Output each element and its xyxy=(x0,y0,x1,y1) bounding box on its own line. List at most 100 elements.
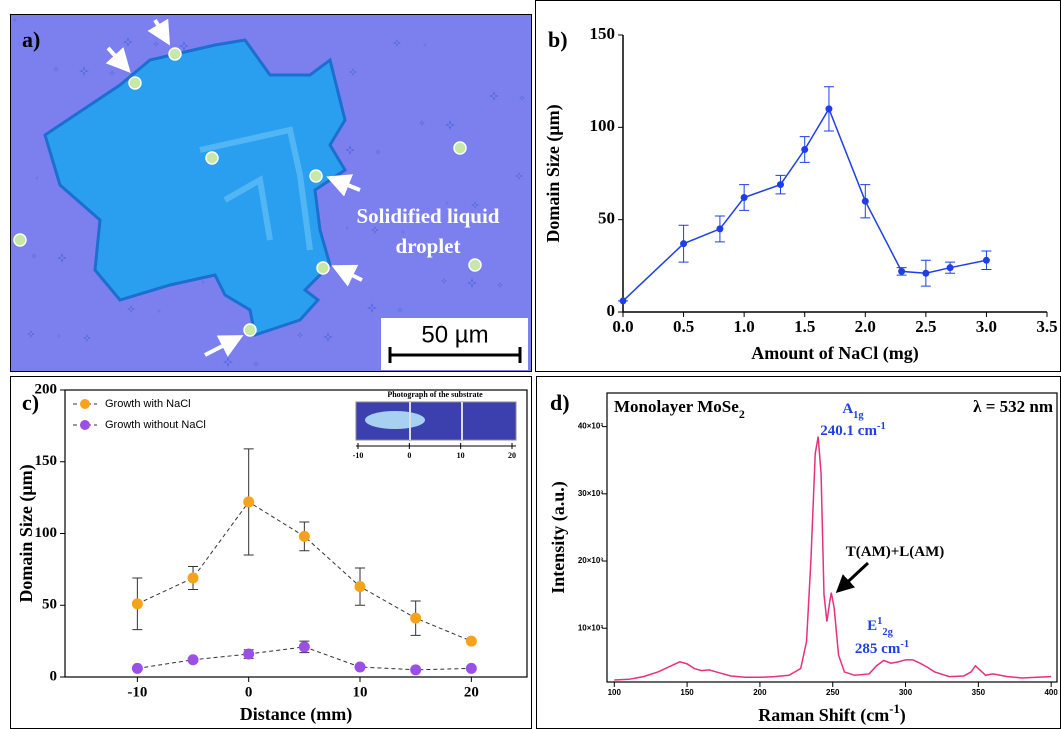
small-crystal xyxy=(297,332,303,338)
small-crystal xyxy=(441,278,447,284)
x-tick-label: 200 xyxy=(753,688,767,697)
y-tick-label: 100 xyxy=(35,525,58,541)
inset-spot xyxy=(365,411,425,429)
small-crystal xyxy=(345,226,349,230)
text-part: 285 cm xyxy=(855,641,901,657)
small-crystal xyxy=(489,91,499,101)
small-crystal xyxy=(179,41,189,51)
small-crystal xyxy=(515,172,523,180)
series-line xyxy=(622,107,987,302)
droplet xyxy=(205,151,219,165)
x-tick-label: 300 xyxy=(899,688,913,697)
text-part: Monolayer MoSe xyxy=(614,397,739,416)
text-part: 240.1 cm xyxy=(820,423,877,439)
text-part: -1 xyxy=(877,421,886,432)
small-crystal xyxy=(57,334,61,338)
droplet xyxy=(468,258,482,272)
x-tick-label: 1.0 xyxy=(734,317,755,336)
small-crystal xyxy=(35,176,39,180)
text-part: λ = 532 nm xyxy=(973,397,1053,416)
small-crystal xyxy=(223,357,233,367)
droplet xyxy=(316,261,330,275)
point xyxy=(801,145,809,153)
small-crystal xyxy=(349,68,357,76)
panel-label: d) xyxy=(550,390,570,415)
point xyxy=(776,181,784,189)
point xyxy=(243,648,255,660)
annotation: 285 cm-1 xyxy=(855,639,909,658)
inset-scale-label: 10 xyxy=(457,451,465,460)
point xyxy=(298,641,310,653)
annotation: droplet xyxy=(396,234,461,258)
droplet xyxy=(13,233,27,247)
panel-label: a) xyxy=(22,27,40,52)
x-axis-label: Raman Shift (cm-1) xyxy=(758,702,906,726)
x-tick-label: 20 xyxy=(464,684,479,700)
text-part: ) xyxy=(900,705,906,726)
inset-scale-label: 0 xyxy=(407,451,411,460)
droplet xyxy=(309,169,323,183)
panel-frame xyxy=(536,376,1061,729)
point xyxy=(825,105,833,113)
arrow xyxy=(331,264,363,287)
panel-label: b) xyxy=(548,27,568,52)
point xyxy=(898,267,906,275)
small-crystal xyxy=(371,226,379,234)
y-tick-label: 30×10³ xyxy=(578,489,603,498)
point xyxy=(354,581,366,593)
small-crystal xyxy=(397,307,403,313)
droplet xyxy=(168,47,182,61)
x-tick-label: 3.5 xyxy=(1036,317,1057,336)
droplet xyxy=(453,141,467,155)
arrow xyxy=(326,174,361,197)
y-tick-label: 150 xyxy=(35,453,58,469)
panel-label: c) xyxy=(22,390,39,415)
x-tick-label: 250 xyxy=(826,688,840,697)
point xyxy=(946,264,954,272)
y-axis-label: Intensity (a.u.) xyxy=(548,481,569,594)
point xyxy=(187,572,199,584)
small-crystal xyxy=(519,95,525,101)
y-tick-label: 10×10³ xyxy=(578,623,603,632)
small-crystal xyxy=(83,334,91,342)
point xyxy=(131,662,143,674)
small-crystal xyxy=(471,201,479,209)
point xyxy=(465,635,477,647)
point xyxy=(465,662,477,674)
small-crystal xyxy=(123,37,133,47)
x-axis-label: Distance (mm) xyxy=(240,704,352,725)
point xyxy=(354,661,366,673)
small-crystal xyxy=(127,305,135,313)
point xyxy=(619,297,627,305)
small-crystal xyxy=(345,145,355,155)
x-tick-label: 0.5 xyxy=(673,317,694,336)
small-crystal xyxy=(467,278,477,288)
x-tick-label: 1.5 xyxy=(794,317,815,336)
small-crystal xyxy=(27,330,35,338)
scale-bar-label: 50 µm xyxy=(421,321,488,348)
y-axis-label: Domain Size (μm) xyxy=(16,464,37,602)
x-tick-label: 0 xyxy=(245,684,253,700)
droplet xyxy=(243,323,257,337)
small-crystal xyxy=(445,120,455,130)
x-tick-label: 100 xyxy=(608,688,622,697)
annotation: Monolayer MoSe2 xyxy=(614,397,745,421)
legend-label: Growth with NaCl xyxy=(105,398,191,410)
text-part: -1 xyxy=(889,702,900,716)
annotation: E12g xyxy=(867,616,894,638)
text-part: 1 xyxy=(877,616,882,627)
small-crystal xyxy=(253,361,259,367)
axes xyxy=(622,35,1047,313)
y-tick-label: 100 xyxy=(590,116,616,135)
annotation: λ = 532 nm xyxy=(973,397,1053,416)
point xyxy=(740,194,748,202)
scale-bar xyxy=(388,347,522,363)
y-tick-label: 150 xyxy=(590,24,616,43)
text-part: 2g xyxy=(882,627,893,638)
small-crystal xyxy=(31,253,37,259)
x-axis-label: Amount of NaCl (mg) xyxy=(751,343,918,364)
text-part: E xyxy=(867,618,877,634)
point xyxy=(982,256,990,264)
arrow xyxy=(105,46,131,73)
